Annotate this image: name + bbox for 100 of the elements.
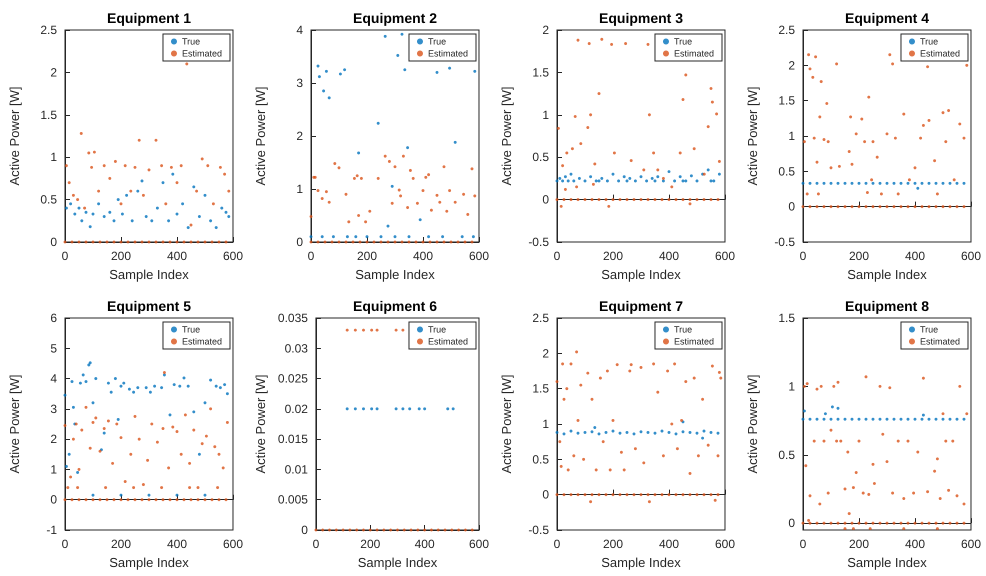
point [68, 181, 71, 184]
point [116, 198, 120, 202]
x-tick-label: 0 [800, 249, 807, 263]
point [128, 388, 131, 391]
point [148, 390, 152, 394]
point [430, 528, 433, 532]
point [556, 179, 558, 182]
point [80, 132, 83, 135]
point [390, 184, 394, 188]
point [175, 494, 178, 497]
point [362, 528, 365, 532]
legend-label: Estimated [674, 336, 714, 346]
point [120, 212, 124, 216]
y-tick-label: 0 [301, 523, 308, 537]
y-tick-label: 6 [50, 311, 58, 325]
point [716, 432, 720, 435]
point [198, 452, 201, 456]
x-tick-label: 600 [468, 249, 490, 263]
point [226, 392, 229, 396]
y-axis-title: Active Power [W] [499, 86, 514, 186]
point [640, 430, 642, 434]
point [102, 215, 106, 218]
point [576, 432, 580, 435]
point [941, 418, 944, 421]
point [380, 235, 382, 238]
x-tick-label: 400 [166, 249, 188, 263]
x-tick-label: 200 [110, 249, 132, 263]
x-tick-label: 400 [904, 249, 926, 263]
y-tick-label: 1.5 [532, 382, 550, 396]
point [150, 219, 154, 222]
x-tick-label: 600 [222, 249, 244, 263]
point [598, 179, 600, 182]
chart-title: Equipment 7 [598, 298, 684, 314]
point [320, 235, 324, 238]
point [617, 179, 620, 182]
point [718, 172, 721, 176]
y-tick-label: 1 [50, 462, 58, 476]
point [153, 384, 156, 388]
point [185, 62, 188, 66]
y-tick-label: 0.5 [40, 192, 58, 207]
y-tick-label: 4 [50, 372, 58, 386]
point [646, 430, 650, 434]
y-tick-label: 0 [542, 192, 550, 207]
point [136, 190, 140, 193]
point [376, 328, 379, 332]
point [92, 212, 94, 216]
point [394, 407, 398, 410]
y-tick-label: 0.035 [278, 311, 308, 325]
point [90, 166, 94, 169]
x-tick-label: 0 [800, 537, 807, 551]
x-tick-label: 400 [414, 537, 435, 551]
point [120, 494, 122, 497]
point [836, 418, 840, 421]
point [886, 418, 888, 421]
point [402, 528, 406, 532]
point [171, 172, 174, 176]
point [872, 418, 874, 421]
point [600, 176, 604, 180]
point [192, 410, 196, 414]
point [593, 426, 596, 430]
y-tick-label: 0.5 [778, 164, 796, 178]
point [203, 494, 206, 497]
x-axis-title: Sample Index [601, 555, 682, 570]
point [78, 382, 82, 385]
point [384, 34, 387, 38]
point [72, 406, 75, 409]
point [140, 240, 144, 244]
legend-label: Estimated [182, 48, 222, 58]
point [457, 528, 460, 532]
point [148, 240, 150, 244]
point [97, 190, 100, 193]
point [342, 528, 345, 532]
point [673, 179, 676, 182]
point [816, 418, 818, 421]
point [830, 418, 832, 421]
point [632, 432, 636, 436]
point [318, 75, 321, 78]
y-tick-label: 1.5 [778, 94, 796, 108]
point [84, 210, 88, 214]
x-tick-label: 400 [658, 537, 680, 551]
point [558, 176, 562, 180]
point [338, 72, 342, 76]
point [589, 175, 592, 178]
point [316, 64, 320, 68]
x-tick-label: 400 [904, 537, 926, 551]
y-tick-label: 3 [296, 76, 304, 90]
point [154, 240, 158, 244]
y-tick-label: 0.015 [278, 432, 308, 446]
legend-label: True [182, 36, 200, 46]
point [695, 432, 698, 435]
x-tick-label: 200 [848, 249, 870, 263]
point [175, 181, 178, 184]
chart-title: Equipment 4 [844, 10, 930, 26]
legend-label: Estimated [674, 48, 714, 58]
point [472, 235, 475, 238]
point [406, 146, 410, 150]
x-axis-title: Sample Index [847, 267, 928, 282]
y-tick-label: 2 [542, 346, 550, 360]
point [681, 430, 684, 434]
point [354, 328, 357, 332]
